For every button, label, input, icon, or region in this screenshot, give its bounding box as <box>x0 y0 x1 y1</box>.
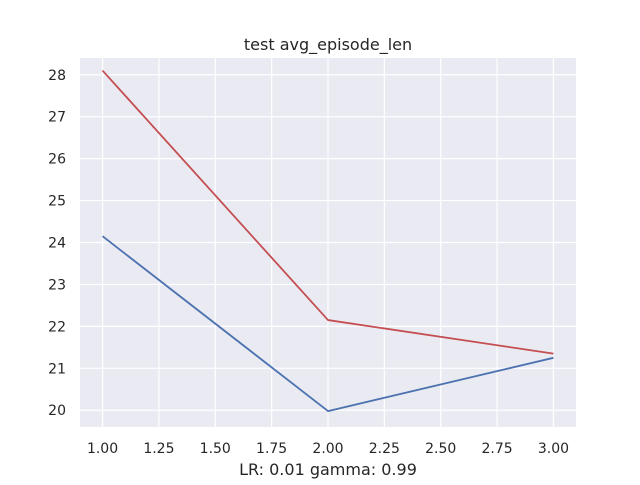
y-tick-labels: 20 21 22 23 24 25 26 27 28 <box>48 68 66 419</box>
chart-title: test avg_episode_len <box>244 35 412 55</box>
x-tick-label: 2.00 <box>312 441 343 457</box>
x-tick-label: 1.75 <box>256 441 287 457</box>
y-tick-label: 20 <box>48 403 66 419</box>
y-tick-label: 27 <box>48 110 66 126</box>
x-tick-labels: 1.00 1.25 1.50 1.75 2.00 2.25 2.50 2.75 3.00 <box>87 441 569 457</box>
grid-lines <box>80 58 576 427</box>
x-axis-label: LR: 0.01 gamma: 0.99 <box>239 460 417 479</box>
x-tick-label: 2.50 <box>425 441 456 457</box>
x-tick-label: 1.25 <box>143 441 174 457</box>
x-tick-label: 1.00 <box>87 441 118 457</box>
series-line-1 <box>101 69 554 355</box>
y-tick-label: 26 <box>48 152 66 168</box>
x-tick-label: 3.00 <box>538 441 569 457</box>
y-tick-label: 23 <box>48 277 66 293</box>
y-tick-label: 24 <box>48 236 66 252</box>
series-line-2 <box>101 235 554 412</box>
y-tick-label: 28 <box>48 68 66 84</box>
x-tick-label: 2.75 <box>482 441 513 457</box>
y-tick-label: 25 <box>48 194 66 210</box>
series-lines <box>101 69 554 412</box>
x-tick-label: 1.50 <box>200 441 231 457</box>
y-tick-label: 21 <box>48 361 66 377</box>
x-tick-label: 2.25 <box>369 441 400 457</box>
y-tick-label: 22 <box>48 319 66 335</box>
